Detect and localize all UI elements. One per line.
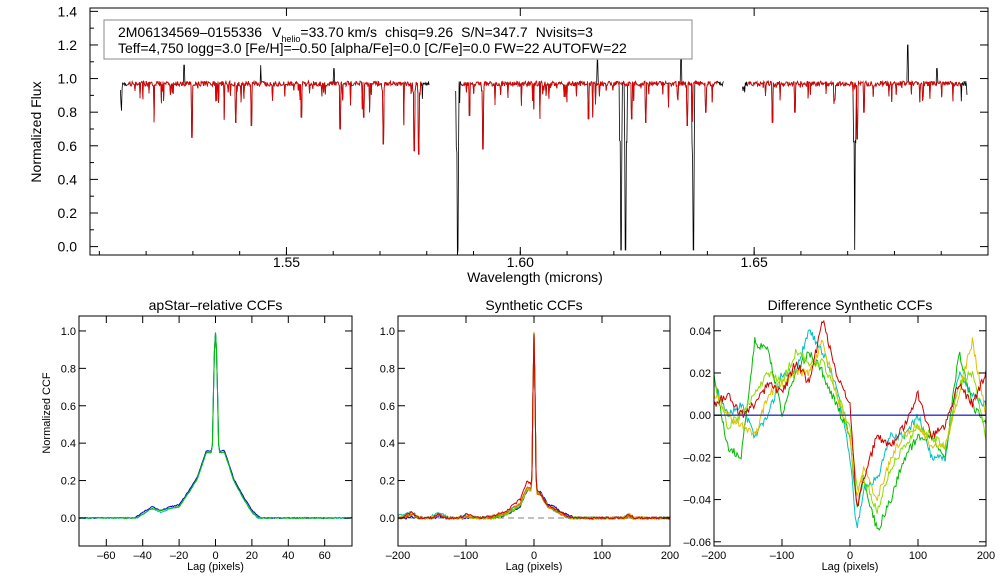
- ccf-y-tick-label: 0.00: [690, 410, 711, 422]
- ccf-series-group: [397, 331, 671, 521]
- ccf-series-group: [713, 319, 987, 531]
- snr-value: S/N=347.7: [461, 24, 528, 40]
- spectrum-y-tick-label: 0.8: [58, 104, 78, 120]
- ccf-y-tick-label: –0.02: [683, 452, 711, 464]
- ccf-panel-title: Difference Synthetic CCFs: [768, 297, 933, 313]
- fit-summary-line-1: 2M06134569–0155336 Vhelio=33.70 km/s chisq…: [118, 24, 593, 44]
- ccf-y-tick-label: –0.04: [683, 495, 711, 507]
- observed-spectrum-line: [742, 44, 968, 251]
- spectrum-y-ticks: 0.0 0.2 0.4 0.6 0.8 1.0 1.2 1.4: [58, 3, 988, 255]
- spectrum-y-axis-label: Normalized Flux: [28, 81, 44, 182]
- nvisits-value: Nvisits=3: [536, 24, 593, 40]
- ccf-y-tick-label: 0.2: [380, 476, 395, 488]
- ccf-x-tick-label: 100: [593, 550, 611, 562]
- spectrum-y-tick-label: 1.4: [58, 3, 78, 19]
- spectrum-axes-frame: [89, 7, 989, 256]
- ccf-x-axis-label: Lag (pixels): [822, 561, 879, 573]
- ccf-series-line: [713, 349, 987, 514]
- ccf-series-line: [713, 337, 987, 502]
- ccf-y-tick-label: 0.8: [380, 363, 395, 375]
- ccf-y-axis-label: Normalized CCF: [41, 372, 53, 454]
- synthetic-ccf-panel: Synthetic CCFs Lag (pixels) –200 –100 0 100 20…: [380, 297, 679, 573]
- spectrum-x-ticks: 1.55 1.60 1.65: [98, 8, 942, 270]
- ccf-series-group: [78, 332, 353, 520]
- ccf-x-tick-label: –100: [454, 550, 478, 562]
- difference-ccf-panel: Difference Synthetic CCFs Lag (pixels) –20…: [683, 297, 995, 573]
- ccf-x-axis-label: Lag (pixels): [187, 561, 244, 573]
- model-spectrum-line: [746, 80, 962, 140]
- vhelio-value: =33.70 km/s: [300, 24, 377, 40]
- ccf-x-tick-label: 20: [246, 550, 258, 562]
- spectrum-y-tick-label: 1.0: [58, 71, 78, 87]
- ccf-series-line: [78, 332, 353, 520]
- apstar-ccf-panel: apStar–relative CCFs Lag (pixels) –60 –40 –2…: [61, 297, 353, 573]
- ccf-series-line: [397, 333, 671, 520]
- ccf-x-tick-label: 60: [319, 550, 331, 562]
- observed-spectrum-series: [120, 44, 968, 256]
- ccf-y-tick-label: 0.2: [61, 476, 76, 488]
- ccf-x-tick-label: –40: [134, 550, 152, 562]
- model-spectrum-line: [460, 79, 718, 150]
- ccf-x-tick-label: 0: [847, 550, 853, 562]
- ccf-y-tick-label: 0.0: [380, 513, 395, 525]
- ccf-y-tick-label: –0.06: [683, 537, 711, 549]
- spectrum-y-tick-label: 0.0: [58, 239, 78, 255]
- spectrum-panel: 1.55 1.60 1.65 0.0 0.2 0.4 0.6 0.8 1.0 1.2 1.4 Wa…: [28, 3, 989, 285]
- ccf-y-tick-label: 0.8: [61, 363, 76, 375]
- ccf-x-tick-label: 0: [212, 550, 218, 562]
- ccf-x-tick-label: –20: [170, 550, 188, 562]
- ccf-x-axis-label: Lag (pixels): [506, 561, 563, 573]
- ccf-x-tick-label: 40: [282, 550, 294, 562]
- spectrum-x-tick-label: 1.55: [273, 254, 300, 270]
- ccf-axes-frame: [78, 315, 353, 547]
- ccf-y-tick-label: 0.6: [380, 401, 395, 413]
- spectrum-y-tick-label: 0.4: [58, 171, 78, 187]
- star-id: 2M06134569–0155336: [118, 24, 262, 40]
- ccf-axes-frame: [713, 315, 987, 547]
- chisq-value: chisq=9.26: [385, 24, 453, 40]
- spectrum-y-tick-label: 0.6: [58, 138, 78, 154]
- ccf-x-tick-label: –200: [702, 550, 726, 562]
- spectrum-y-tick-label: 0.2: [58, 205, 78, 221]
- ccf-y-tick-label: 0.6: [61, 401, 76, 413]
- ccf-y-tick-label: 1.0: [61, 326, 76, 338]
- fit-summary-frame: [103, 19, 693, 60]
- fit-summary-box: 2M06134569–0155336 Vhelio=33.70 km/s chisq…: [103, 19, 693, 60]
- ccf-x-tick-label: –100: [770, 550, 794, 562]
- ccf-y-tick-label: 0.0: [61, 513, 76, 525]
- spectrum-x-tick-label: 1.60: [507, 254, 534, 270]
- ccf-y-tick-label: 1.0: [380, 326, 395, 338]
- vhelio-subscript: helio: [281, 34, 300, 44]
- ccf-y-tick-label: 0.02: [690, 368, 711, 380]
- ccf-x-tick-label: –60: [97, 550, 115, 562]
- fit-summary-line-2: Teff=4,750 logg=3.0 [Fe/H]=–0.50 [alpha/…: [118, 40, 627, 56]
- spectrum-x-tick-label: 1.65: [741, 254, 768, 270]
- spectrum-y-tick-label: 1.2: [58, 37, 78, 53]
- spectrum-plot-area: [120, 44, 968, 256]
- ccf-y-tick-label: 0.4: [380, 438, 395, 450]
- spectrum-x-axis-label: Wavelength (microns): [467, 269, 603, 285]
- ccf-series-line: [79, 332, 353, 520]
- vhelio-symbol: V: [272, 24, 282, 40]
- ccf-y-tick-label: 0.4: [61, 438, 76, 450]
- ccf-x-tick-label: 200: [977, 550, 995, 562]
- ccf-x-tick-label: 0: [531, 550, 537, 562]
- ccf-x-tick-label: 100: [909, 550, 927, 562]
- ccf-series-line: [713, 319, 987, 507]
- ccf-series-line: [78, 332, 353, 520]
- model-spectrum-line: [126, 79, 422, 155]
- ccf-x-tick-label: 200: [661, 550, 679, 562]
- ccf-panel-title: apStar–relative CCFs: [149, 297, 283, 313]
- ccf-y-tick-label: 0.04: [690, 326, 711, 338]
- model-spectrum-series: [126, 79, 962, 155]
- ccf-panel-title: Synthetic CCFs: [485, 297, 582, 313]
- ccf-x-tick-label: –200: [386, 550, 410, 562]
